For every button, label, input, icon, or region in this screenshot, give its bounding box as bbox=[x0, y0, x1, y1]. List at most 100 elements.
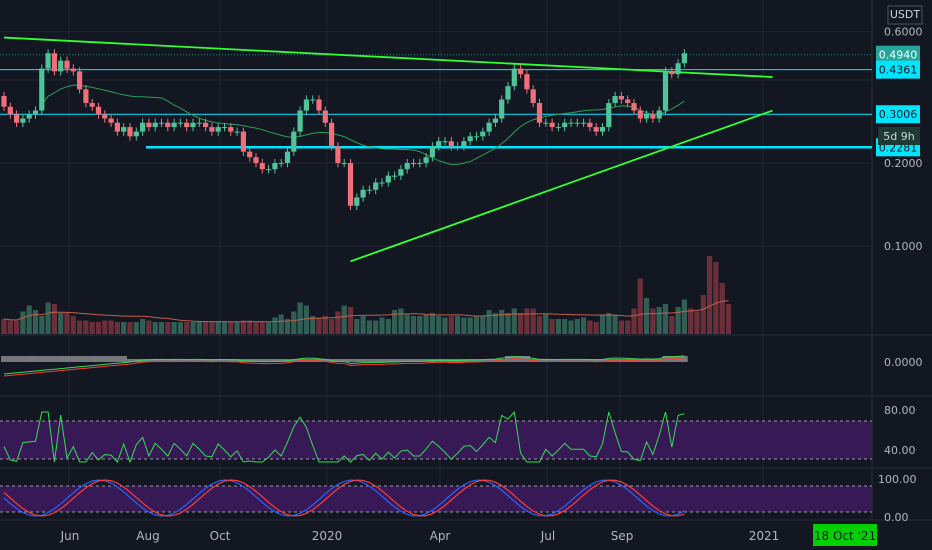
macd-histogram-bar bbox=[410, 359, 417, 362]
macd-histogram-bar bbox=[202, 359, 209, 362]
volume-bar bbox=[637, 278, 643, 334]
candle-body bbox=[461, 141, 467, 147]
volume-bar bbox=[417, 316, 423, 334]
macd-histogram-bar bbox=[568, 359, 575, 362]
candle-body bbox=[64, 60, 70, 69]
candle-body bbox=[656, 110, 662, 119]
candle-body bbox=[436, 141, 442, 147]
macd-histogram-bar bbox=[45, 356, 52, 362]
candle-body bbox=[234, 131, 240, 133]
macd-histogram-bar bbox=[221, 359, 228, 362]
candle-body bbox=[171, 122, 177, 128]
volume-bar bbox=[266, 322, 272, 334]
candle-body bbox=[303, 99, 309, 111]
currency-box[interactable] bbox=[887, 5, 923, 25]
currency-label[interactable]: USDT bbox=[890, 8, 921, 21]
stoch-tick-label: 100.00 bbox=[878, 473, 917, 486]
macd-histogram-bar bbox=[586, 359, 594, 362]
macd-histogram-bar bbox=[57, 356, 64, 362]
macd-histogram-bar bbox=[385, 359, 392, 362]
volume-bar bbox=[297, 302, 303, 334]
candle-body bbox=[1, 95, 7, 107]
candle-body bbox=[518, 68, 524, 75]
volume-bar bbox=[536, 316, 543, 334]
volume-bar bbox=[158, 322, 165, 334]
candle-body bbox=[26, 114, 32, 119]
volume-bar bbox=[310, 316, 316, 334]
candle-body bbox=[329, 122, 335, 147]
volume-bar bbox=[373, 320, 379, 334]
candle-body bbox=[581, 122, 587, 124]
volume-bar bbox=[360, 316, 366, 334]
volume-bar bbox=[253, 322, 259, 334]
macd-histogram-bar bbox=[158, 359, 165, 362]
macd-histogram-bar bbox=[26, 356, 33, 362]
volume-bar bbox=[45, 302, 51, 334]
macd-histogram-bar bbox=[649, 359, 657, 362]
candle-body bbox=[253, 157, 259, 164]
candle-body bbox=[20, 118, 26, 123]
rsi-tick-label: 80.00 bbox=[884, 404, 916, 417]
ma-line bbox=[41, 84, 685, 165]
volume-bar bbox=[303, 305, 309, 334]
candle-body bbox=[272, 163, 278, 170]
volume-bar bbox=[83, 320, 89, 334]
candle-body bbox=[385, 175, 391, 183]
trendline bbox=[3, 36, 773, 78]
volume-bar bbox=[77, 320, 83, 334]
volume-bar bbox=[398, 308, 404, 334]
price-tick-label: 0.2000 bbox=[884, 157, 923, 170]
candle-body bbox=[631, 103, 637, 111]
macd-line bbox=[3, 355, 685, 375]
time-tick-label: Oct bbox=[210, 529, 231, 543]
time-axis: Jun Aug Oct 2020 Apr Jul Sep 2021 bbox=[60, 529, 780, 543]
volume-bar bbox=[177, 322, 183, 334]
macd-histogram-bar bbox=[234, 359, 241, 362]
volume-bar bbox=[562, 319, 568, 334]
volume-bar bbox=[203, 322, 209, 334]
macd-histogram-bar bbox=[7, 356, 14, 362]
candle-body bbox=[555, 127, 561, 129]
time-tick-label: Jun bbox=[60, 529, 80, 543]
volume-bar bbox=[32, 310, 39, 334]
macd-histogram-bar bbox=[290, 359, 298, 362]
volume-bar bbox=[587, 320, 593, 334]
volume-bar bbox=[215, 322, 221, 334]
volume-bar bbox=[196, 322, 202, 334]
candle-body bbox=[102, 114, 108, 119]
candle-body bbox=[480, 131, 486, 137]
volume-bar bbox=[259, 322, 265, 334]
candle-body bbox=[612, 95, 618, 104]
candle-body bbox=[322, 110, 328, 123]
candle-body bbox=[95, 106, 102, 115]
volume-bar bbox=[14, 320, 20, 334]
candle-body bbox=[536, 103, 543, 123]
volume-bar bbox=[291, 311, 297, 334]
macd-histogram-bar bbox=[13, 356, 20, 362]
volume-bar bbox=[461, 317, 467, 334]
horizontal-levels bbox=[0, 54, 872, 149]
time-tick-label: Apr bbox=[430, 529, 451, 543]
volume-bar bbox=[247, 320, 253, 334]
candle-body bbox=[215, 127, 221, 132]
volume-bar bbox=[108, 320, 114, 334]
volume-bar bbox=[713, 262, 719, 334]
volume-bar bbox=[505, 313, 511, 334]
price-badge-label: 0.4940 bbox=[879, 49, 918, 62]
macd-tick-label: 0.0000 bbox=[884, 356, 923, 369]
price-axis: 0.6000 0.2000 0.1000 0.0000 80.00 40.00 100.00… bbox=[878, 25, 923, 524]
volume-bar bbox=[121, 322, 127, 334]
volume-bar bbox=[662, 304, 669, 334]
candle-body bbox=[499, 99, 505, 119]
macd-histogram-bar bbox=[366, 359, 373, 362]
macd-histogram-bar bbox=[101, 356, 109, 362]
volume-bar bbox=[694, 311, 700, 334]
volume-bar bbox=[656, 307, 662, 334]
macd-histogram-bar bbox=[177, 359, 184, 362]
volume-bar bbox=[354, 319, 360, 334]
stoch-tick-label: 0.00 bbox=[884, 511, 909, 524]
candle-body bbox=[7, 106, 13, 115]
volume-bar bbox=[429, 313, 435, 334]
rsi-line bbox=[3, 410, 685, 464]
